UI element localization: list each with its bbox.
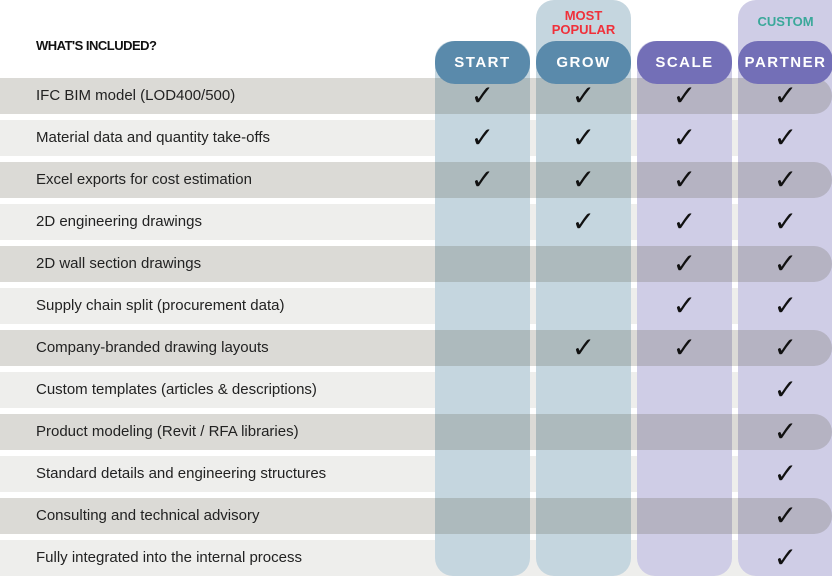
plan-scale-header[interactable]: SCALE bbox=[637, 41, 732, 84]
check-icon: ✓ bbox=[773, 415, 798, 448]
column-grow bbox=[536, 0, 631, 576]
check-icon: ✓ bbox=[672, 247, 697, 280]
check-icon: ✓ bbox=[773, 79, 798, 112]
column-start bbox=[435, 41, 530, 576]
check-icon: ✓ bbox=[470, 121, 495, 154]
most-popular-badge: MOST POPULAR bbox=[551, 8, 616, 37]
check-icon: ✓ bbox=[672, 121, 697, 154]
feature-label: Product modeling (Revit / RFA libraries) bbox=[36, 423, 299, 440]
check-icon: ✓ bbox=[773, 457, 798, 490]
table-row bbox=[0, 246, 832, 282]
feature-label: Fully integrated into the internal proce… bbox=[36, 549, 302, 566]
check-icon: ✓ bbox=[672, 331, 697, 364]
check-icon: ✓ bbox=[470, 79, 495, 112]
feature-label: Custom templates (articles & description… bbox=[36, 381, 317, 398]
check-icon: ✓ bbox=[672, 163, 697, 196]
section-title: WHAT'S INCLUDED? bbox=[36, 38, 157, 53]
check-icon: ✓ bbox=[773, 121, 798, 154]
check-icon: ✓ bbox=[672, 289, 697, 322]
check-icon: ✓ bbox=[571, 331, 596, 364]
plan-grow-header[interactable]: GROW bbox=[536, 41, 631, 84]
table-row bbox=[0, 498, 832, 534]
check-icon: ✓ bbox=[773, 247, 798, 280]
check-icon: ✓ bbox=[672, 79, 697, 112]
check-icon: ✓ bbox=[773, 163, 798, 196]
check-icon: ✓ bbox=[773, 541, 798, 574]
feature-label: Standard details and engineering structu… bbox=[36, 465, 327, 482]
feature-label: 2D engineering drawings bbox=[36, 213, 202, 230]
feature-label: IFC BIM model (LOD400/500) bbox=[36, 87, 236, 104]
feature-label: Excel exports for cost estimation bbox=[36, 171, 252, 188]
plan-start-header[interactable]: START bbox=[435, 41, 530, 84]
check-icon: ✓ bbox=[571, 121, 596, 154]
feature-label: Company-branded drawing layouts bbox=[36, 339, 269, 356]
table-row bbox=[0, 414, 832, 450]
table-row bbox=[0, 78, 832, 114]
check-icon: ✓ bbox=[571, 79, 596, 112]
check-icon: ✓ bbox=[773, 331, 798, 364]
check-icon: ✓ bbox=[571, 163, 596, 196]
column-scale bbox=[637, 41, 732, 576]
feature-label: Consulting and technical advisory bbox=[36, 507, 260, 524]
column-partner bbox=[738, 0, 832, 576]
check-icon: ✓ bbox=[773, 289, 798, 322]
check-icon: ✓ bbox=[470, 163, 495, 196]
check-icon: ✓ bbox=[773, 205, 798, 238]
check-icon: ✓ bbox=[773, 499, 798, 532]
feature-label: Material data and quantity take-offs bbox=[36, 129, 271, 146]
feature-label: 2D wall section drawings bbox=[36, 255, 202, 272]
table-row bbox=[0, 162, 832, 198]
check-icon: ✓ bbox=[571, 205, 596, 238]
custom-badge: CUSTOM bbox=[757, 14, 814, 29]
plan-partner-header[interactable]: PARTNER bbox=[738, 41, 832, 84]
table-row bbox=[0, 330, 832, 366]
check-icon: ✓ bbox=[773, 373, 798, 406]
feature-label: Supply chain split (procurement data) bbox=[36, 297, 285, 314]
check-icon: ✓ bbox=[672, 205, 697, 238]
